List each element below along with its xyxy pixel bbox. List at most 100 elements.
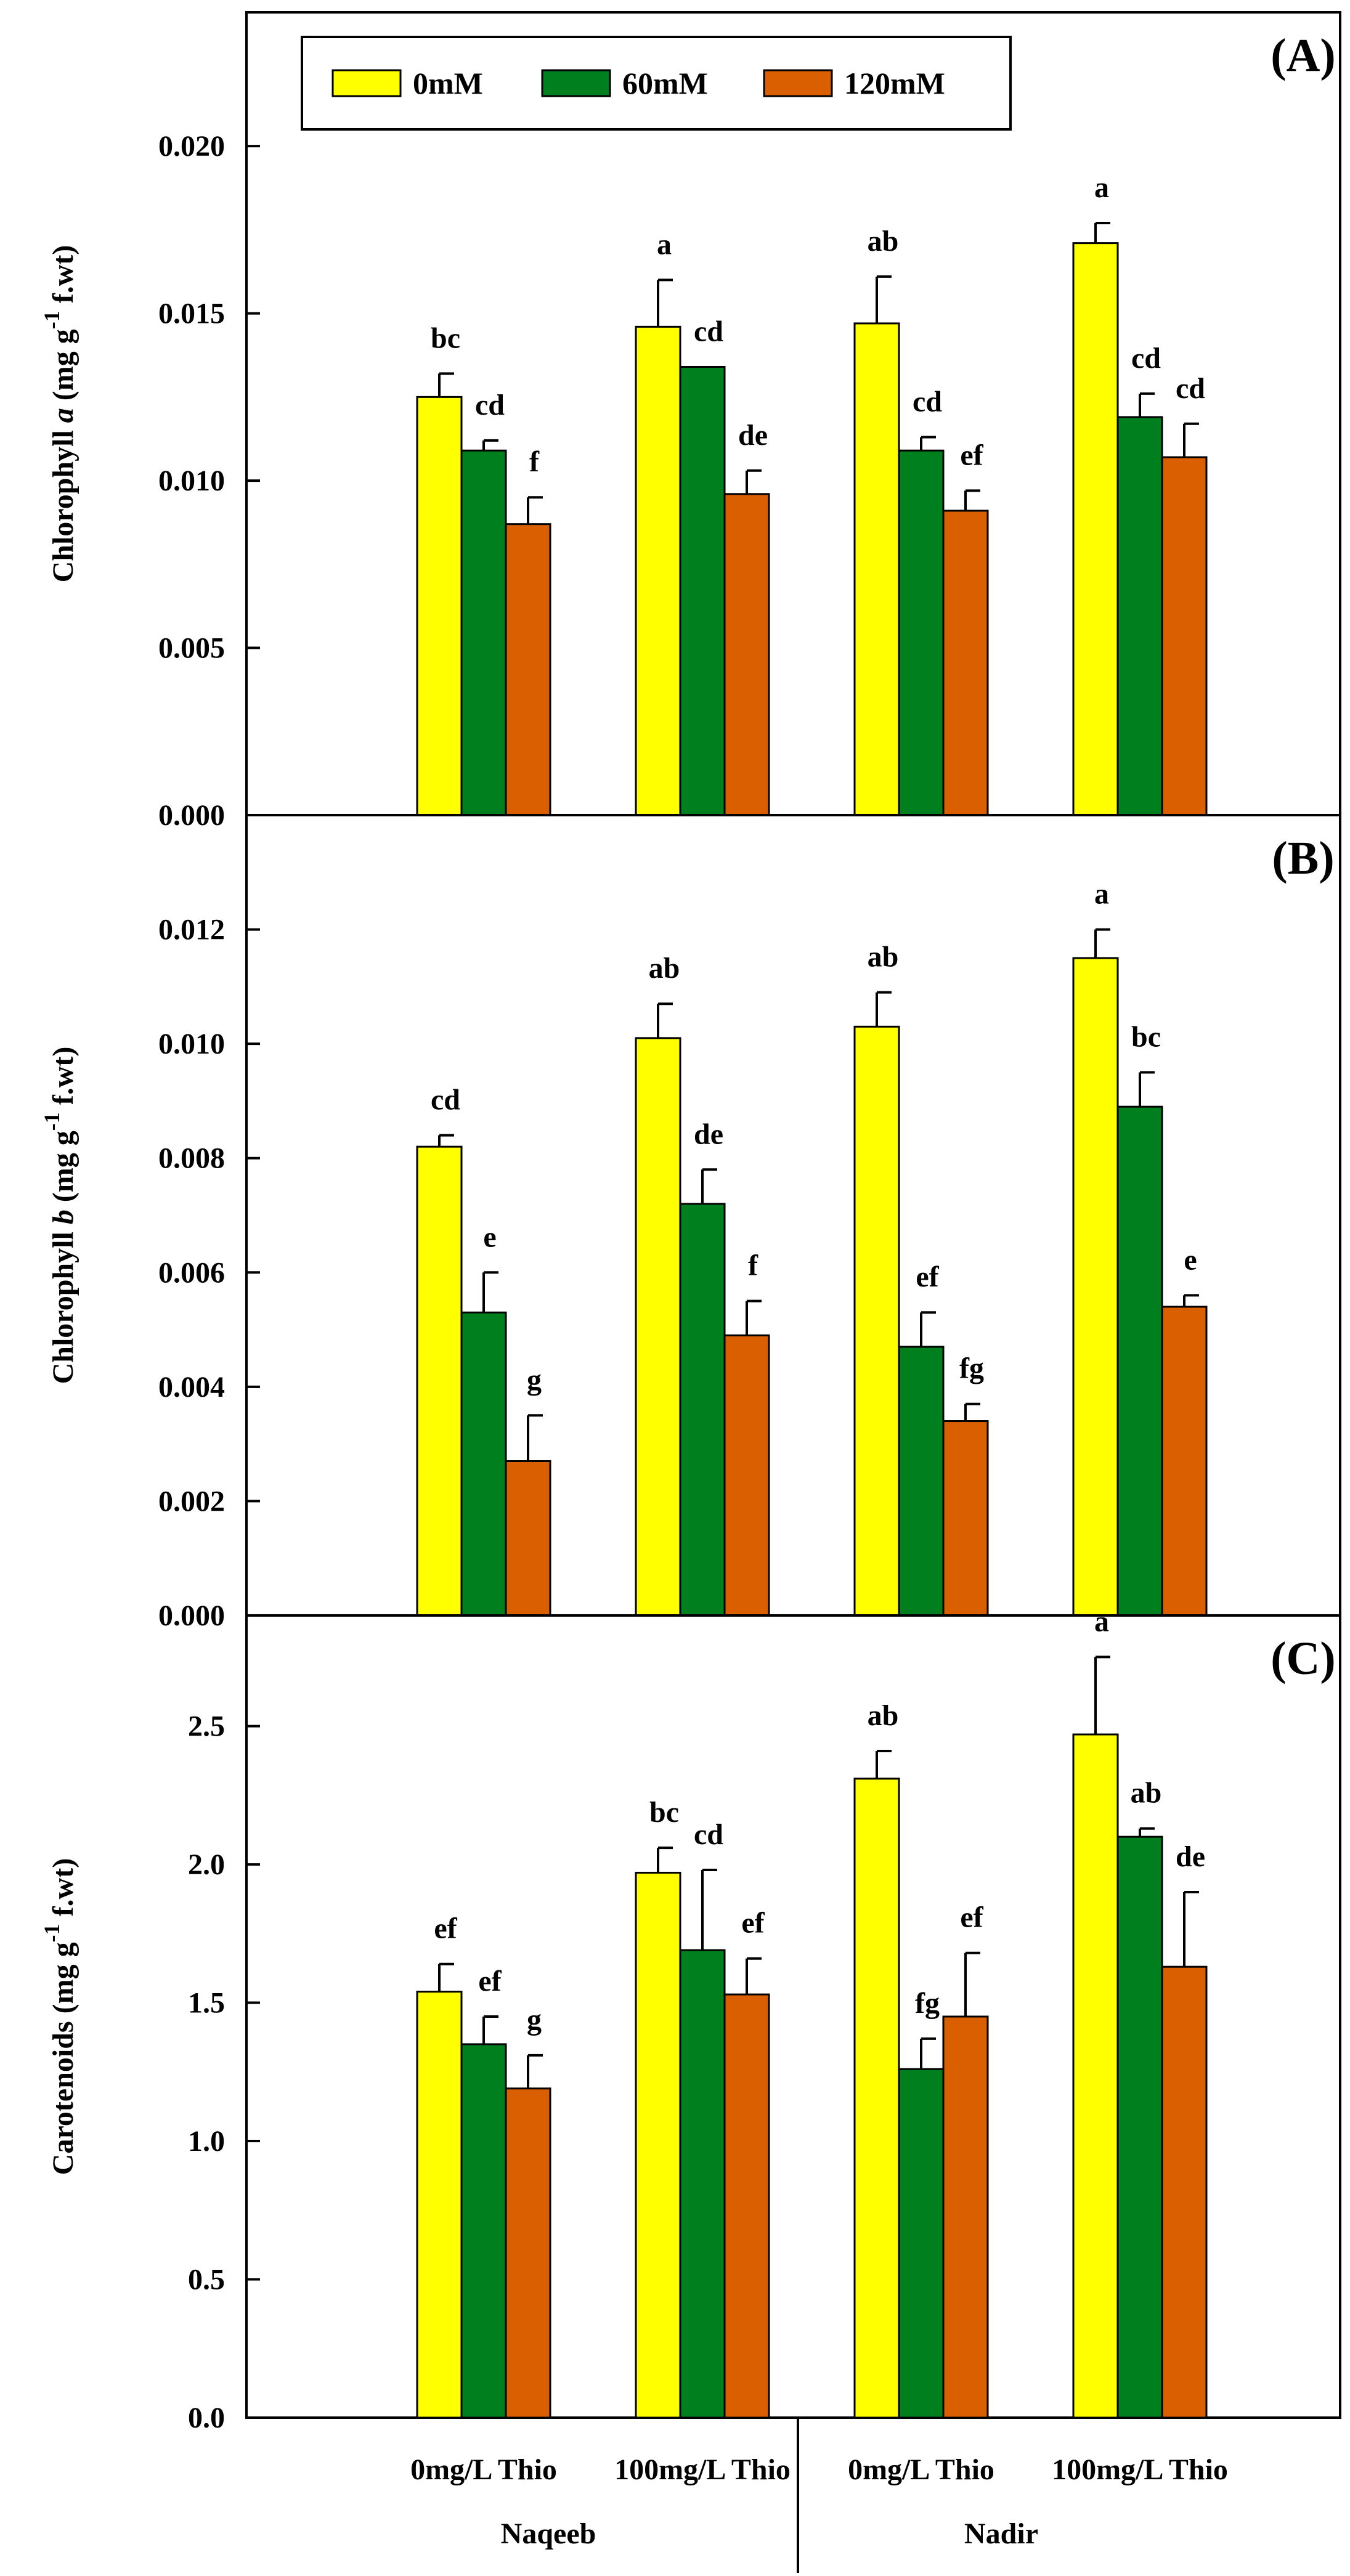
significance-letter: bc xyxy=(649,1796,679,1829)
y-tick-label: 0.008 xyxy=(158,1142,225,1175)
bar xyxy=(898,2068,945,2419)
bar xyxy=(1072,242,1119,816)
significance-letter: fg xyxy=(915,1987,940,2020)
bar xyxy=(679,365,726,816)
x-tick-label: 100mg/L Thio xyxy=(1052,2453,1228,2486)
legend-label: 120mM xyxy=(844,66,945,100)
y-tick-label: 0.010 xyxy=(158,1028,225,1060)
significance-letter: bc xyxy=(431,322,460,354)
y-axis-label-main: Chlorophyll xyxy=(47,423,79,582)
y-tick-label: 1.5 xyxy=(188,1987,225,2020)
y-tick-label: 0.002 xyxy=(158,1485,225,1518)
legend-box xyxy=(301,36,1012,131)
legend-swatch xyxy=(763,69,833,97)
y-tick-label: 0.0 xyxy=(188,2402,225,2434)
bar xyxy=(723,1334,770,1617)
bar xyxy=(1116,1105,1163,1617)
y-tick-label: 0.000 xyxy=(158,799,225,832)
bar xyxy=(679,1949,726,2419)
y-tick-label: 0.015 xyxy=(158,298,225,330)
significance-letter: ab xyxy=(868,225,899,258)
significance-letter: a xyxy=(1094,1605,1109,1638)
significance-letter: ef xyxy=(434,1912,457,1945)
bar xyxy=(416,1991,463,2419)
bar xyxy=(460,449,507,816)
panel-frame xyxy=(245,1614,1341,2419)
bar xyxy=(635,1037,681,1617)
significance-letter: g xyxy=(527,2004,542,2036)
bar xyxy=(635,325,681,816)
significance-letter: de xyxy=(1176,1840,1205,1873)
significance-letter: ef xyxy=(960,1901,983,1934)
significance-letter: cd xyxy=(1176,372,1205,405)
significance-letter: fg xyxy=(959,1352,984,1385)
y-axis-label: Chlorophyll b (mg g-1 f.wt) xyxy=(39,1047,79,1384)
y-tick-label: 0.020 xyxy=(158,130,225,163)
y-axis-label-sup: -1 xyxy=(39,1924,64,1942)
bar xyxy=(898,1346,945,1617)
significance-letter: ab xyxy=(1131,1777,1162,1810)
bar xyxy=(1072,1733,1119,2419)
y-axis-label-sup: -1 xyxy=(39,1112,64,1131)
bar xyxy=(679,1203,726,1617)
y-axis-label-sup: -1 xyxy=(39,311,64,329)
significance-letter: ef xyxy=(916,1261,939,1293)
significance-letter: g xyxy=(527,1363,542,1396)
bar xyxy=(898,449,945,816)
bar xyxy=(1161,456,1208,816)
bar xyxy=(723,493,770,816)
y-tick-label: 0.004 xyxy=(158,1371,225,1404)
significance-letter: a xyxy=(657,228,672,261)
y-axis-label-main: Chlorophyll xyxy=(47,1224,79,1384)
y-tick-label: 2.0 xyxy=(188,1848,225,1881)
bar xyxy=(505,523,551,816)
significance-letter: ef xyxy=(478,1965,502,1997)
panel-tag: (A) xyxy=(1271,30,1336,81)
y-axis-label-mid: (mg g xyxy=(47,1131,79,1209)
bar xyxy=(1072,957,1119,1617)
significance-letter: cd xyxy=(431,1084,460,1116)
y-axis-label-mid: (mg g xyxy=(47,329,79,408)
bar xyxy=(1116,416,1163,816)
significance-letter: a xyxy=(1094,878,1109,911)
bar xyxy=(416,396,463,816)
y-tick-label: 0.000 xyxy=(158,1599,225,1632)
significance-letter: ef xyxy=(741,1907,765,1940)
x-tick-label: 100mg/L Thio xyxy=(614,2453,791,2486)
significance-letter: cd xyxy=(913,386,942,418)
bar xyxy=(1161,1965,1208,2419)
bar xyxy=(460,2043,507,2419)
bar xyxy=(505,1460,551,1617)
bar xyxy=(942,1420,989,1617)
group-label: Nadir xyxy=(964,2517,1038,2550)
significance-letter: f xyxy=(529,445,540,478)
legend-swatch xyxy=(541,69,611,97)
panel-tag: (C) xyxy=(1271,1633,1336,1684)
y-axis-label-italic: a xyxy=(47,408,79,423)
bar xyxy=(942,510,989,816)
y-axis-label-end: f.wt) xyxy=(47,1858,79,1924)
y-tick-label: 1.0 xyxy=(188,2125,225,2158)
bar xyxy=(635,1872,681,2419)
significance-letter: a xyxy=(1094,171,1109,204)
y-axis-label-main: Carotenoids (mg g xyxy=(47,1942,79,2175)
y-axis-label-italic: b xyxy=(47,1209,79,1224)
bar xyxy=(853,1025,900,1617)
bar xyxy=(1116,1835,1163,2419)
significance-letter: cd xyxy=(694,1818,723,1851)
y-tick-label: 0.010 xyxy=(158,465,225,497)
bar xyxy=(1161,1306,1208,1617)
significance-letter: de xyxy=(738,419,768,452)
significance-letter: f xyxy=(748,1249,758,1282)
legend-label: 0mM xyxy=(413,66,483,100)
significance-letter: cd xyxy=(694,315,723,347)
panel-tag: (B) xyxy=(1272,832,1334,884)
bar xyxy=(853,322,900,816)
y-tick-label: 0.006 xyxy=(158,1256,225,1289)
legend-swatch xyxy=(331,69,402,97)
bar xyxy=(460,1311,507,1617)
legend-label: 60mM xyxy=(622,66,708,100)
group-label: Naqeeb xyxy=(501,2517,596,2550)
